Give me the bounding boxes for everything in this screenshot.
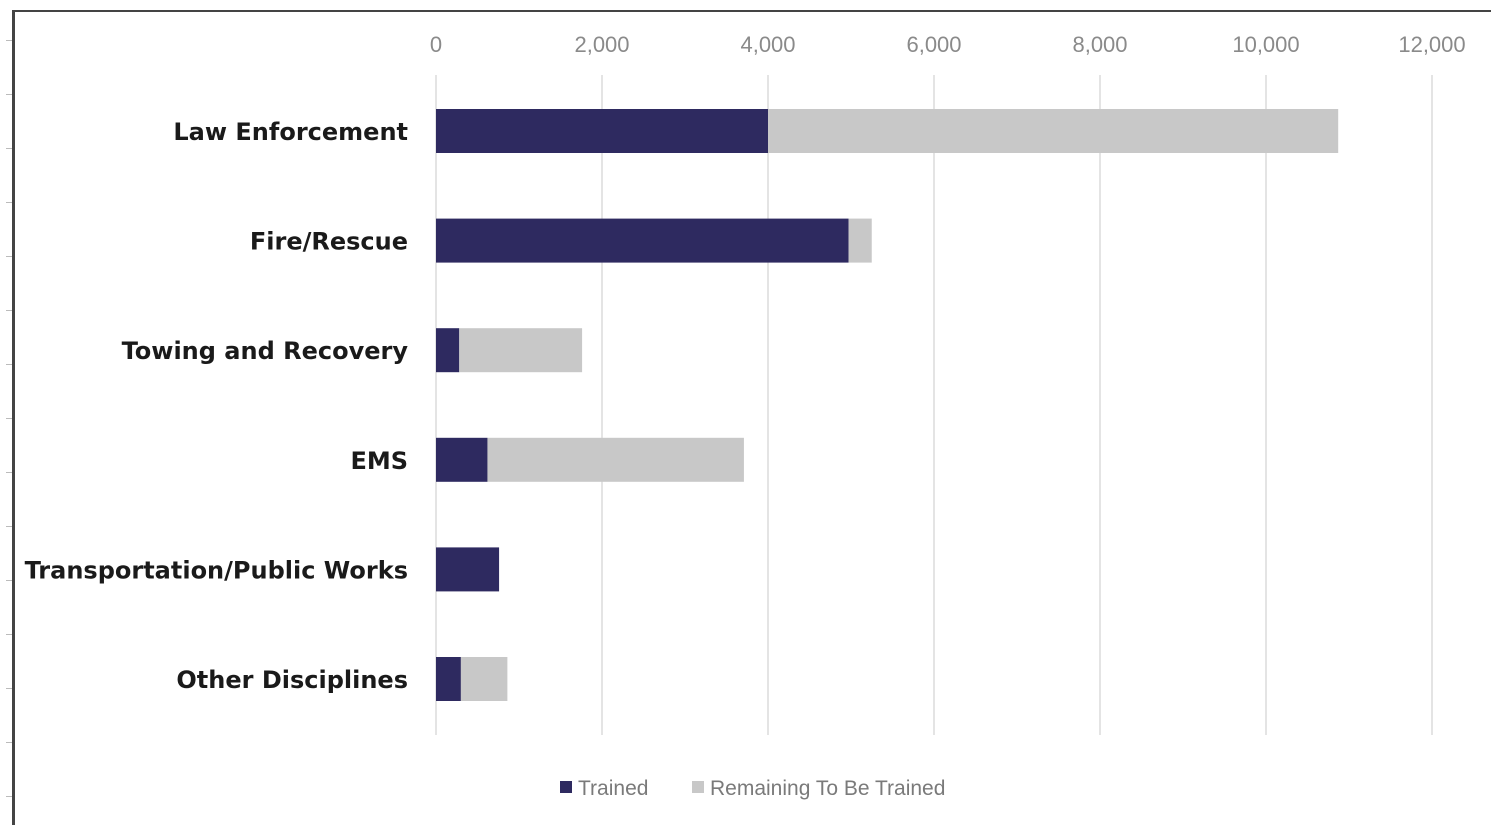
x-tick-label: 10,000: [1232, 32, 1299, 57]
bar-trained-4: [436, 547, 500, 592]
frame-tick-mark: [6, 580, 12, 581]
bars: [436, 109, 1339, 701]
frame-tick-mark: [6, 148, 12, 149]
x-tick-label: 12,000: [1398, 32, 1465, 57]
category-label: Transportation/Public Works: [25, 556, 408, 584]
category-labels: Law Enforcement Fire/Rescue Towing and Rec…: [25, 118, 409, 694]
frame-top-border: [12, 10, 1491, 12]
bar-remaining-3: [487, 437, 744, 482]
x-tick-label: 8,000: [1072, 32, 1127, 57]
bar-remaining-1: [848, 218, 872, 263]
x-tick-label: 4,000: [740, 32, 795, 57]
bar-trained-1: [436, 218, 849, 263]
x-tick-label: 0: [430, 32, 442, 57]
frame-tick-mark: [6, 202, 12, 203]
gridlines: [435, 75, 1433, 735]
bar-trained-5: [436, 657, 461, 701]
frame-tick-mark: [6, 742, 12, 743]
legend-swatch-trained: [560, 781, 572, 793]
frame-tick-mark: [6, 526, 12, 527]
category-label: Law Enforcement: [173, 118, 408, 146]
bar-trained-2: [436, 328, 460, 373]
x-tick-label: 6,000: [906, 32, 961, 57]
category-label: Fire/Rescue: [250, 228, 408, 256]
frame-tick-mark: [6, 688, 12, 689]
frame-left-border: [12, 10, 15, 825]
frame-tick-mark: [6, 364, 12, 365]
legend-swatch-remaining: [692, 781, 704, 793]
frame-tick-mark: [6, 418, 12, 419]
bar-remaining-2: [459, 328, 583, 373]
legend-label-remaining: Remaining To Be Trained: [710, 777, 945, 800]
frame-tick-mark: [6, 40, 12, 41]
frame-tick-mark: [6, 634, 12, 635]
legend: Trained Remaining To Be Trained: [560, 777, 945, 800]
frame-tick-mark: [6, 472, 12, 473]
bar-trained-0: [436, 109, 768, 153]
legend-label-trained: Trained: [578, 777, 648, 800]
category-label: Other Disciplines: [176, 666, 408, 694]
category-label: Towing and Recovery: [122, 337, 409, 365]
bar-remaining-0: [768, 109, 1339, 153]
bar-remaining-5: [460, 657, 508, 701]
frame-tick-mark: [6, 796, 12, 797]
frame-tick-mark: [6, 94, 12, 95]
bar-trained-3: [436, 437, 488, 482]
category-label: EMS: [350, 447, 408, 475]
frame-tick-mark: [6, 310, 12, 311]
x-tick-label: 2,000: [574, 32, 629, 57]
frame-tick-mark: [6, 256, 12, 257]
x-axis-ticks: 0 2,000 4,000 6,000 8,000 10,000 12,000: [430, 32, 1466, 57]
